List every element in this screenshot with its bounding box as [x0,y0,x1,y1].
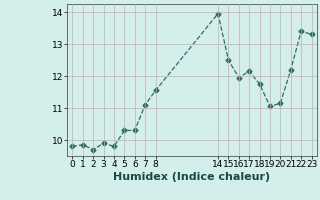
X-axis label: Humidex (Indice chaleur): Humidex (Indice chaleur) [113,172,271,182]
